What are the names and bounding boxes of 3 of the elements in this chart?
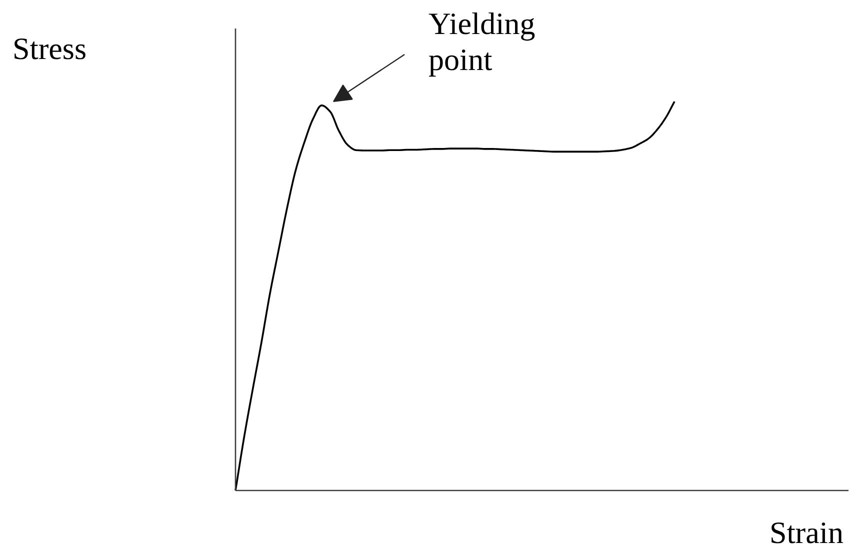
y-axis-title: Stress [12, 31, 87, 66]
x-axis-title: Strain [769, 515, 844, 550]
text: Yielding point [428, 6, 536, 77]
